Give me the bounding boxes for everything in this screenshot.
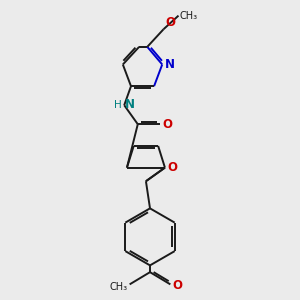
Text: O: O [162, 118, 172, 131]
Text: O: O [168, 161, 178, 174]
Text: N: N [165, 58, 175, 71]
Text: O: O [165, 16, 175, 29]
Text: O: O [172, 279, 182, 292]
Text: CH₃: CH₃ [180, 11, 198, 21]
Text: N: N [124, 98, 134, 111]
Text: CH₃: CH₃ [109, 281, 128, 292]
Text: H: H [114, 100, 122, 110]
